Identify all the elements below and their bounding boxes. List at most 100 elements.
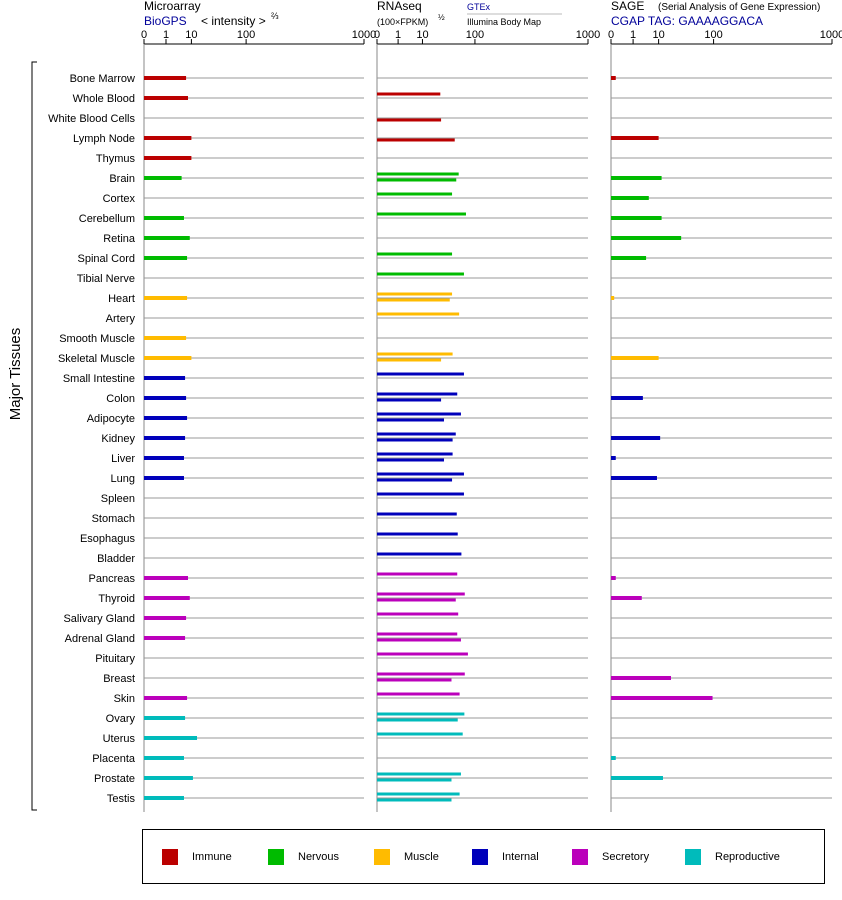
tissue-label: Spinal Cord [78,253,135,265]
microarray-bar [144,136,192,140]
tissue-label: Ovary [106,713,136,725]
tissue-label: Artery [106,313,136,325]
rnaseq_gtex-bar [377,412,461,416]
rnaseq_ibm-bar [377,298,450,302]
tissue-label: Skeletal Muscle [58,353,135,365]
legend-item: Secretory [572,849,649,865]
rnaseq_gtex-bar [377,632,458,636]
microarray-bar [144,176,182,180]
rnaseq_gtex-bar [377,532,458,536]
sage-title: SAGE [611,0,644,13]
tissue-label: Pituitary [95,653,135,665]
tissue-label: Whole Blood [73,93,135,105]
microarray-tick-label: 1 [163,29,169,41]
sage-tick-label: 0 [608,29,614,41]
rnaseq_gtex-bar [377,772,461,776]
microarray-bar [144,436,186,440]
tissue-label: Kidney [101,433,135,445]
tissue-label: Placenta [92,753,136,765]
legend-swatch [374,849,390,865]
tissue-label: Small Intestine [63,373,135,385]
tissue-label: Esophagus [80,533,136,545]
rnaseq_gtex-bar [377,92,441,96]
rnaseq_ibm-bar [377,118,442,122]
sage-tick-label: 100 [704,29,722,41]
tissue-label: Tibial Nerve [77,273,135,285]
tissue-label: Adipocyte [87,413,135,425]
microarray-bar [144,616,187,620]
rnaseq_gtex-bar [377,392,458,396]
sage-bar [611,676,671,680]
legend-label: Muscle [404,851,439,863]
rnaseq_gtex-bar [377,612,459,616]
rnaseq-legend-ibm: Illumina Body Map [467,17,541,27]
rnaseq_gtex-bar [377,672,465,676]
sage-bar [611,776,663,780]
rnaseq_gtex-bar [377,652,468,656]
sage-bar [611,296,615,300]
tissue-label: Lymph Node [73,133,135,145]
rnaseq_gtex-bar [377,472,464,476]
sage-bar [611,176,662,180]
tissue-label: Adrenal Gland [65,633,135,645]
legend-item: Muscle [374,849,439,865]
rnaseq_gtex-bar [377,712,465,716]
rnaseq-title: RNAseq [377,0,422,13]
rnaseq-tick-label: 1000 [576,29,600,41]
legend-label: Reproductive [715,851,780,863]
rnaseq_ibm-bar [377,798,452,802]
rnaseq_gtex-bar [377,272,464,276]
tissue-label: White Blood Cells [48,113,135,125]
tissue-label: Uterus [103,733,136,745]
tissue-label: Cerebellum [79,213,135,225]
legend: Immune Nervous Muscle Internal Secretory Repr… [142,829,825,884]
rnaseq_gtex-bar [377,432,456,436]
tissue-label: Bone Marrow [70,73,135,85]
rnaseq_gtex-bar [377,792,460,796]
legend-label: Nervous [298,851,339,863]
legend-item: Internal [472,849,539,865]
legend-item: Reproductive [685,849,780,865]
sage-bar [611,256,647,260]
tissue-label: Smooth Muscle [59,333,135,345]
sage-tick-label: 1000 [820,29,842,41]
rnaseq_ibm-bar [377,778,452,782]
rnaseq_gtex-bar [377,492,464,496]
sage-tick-label: 1 [630,29,636,41]
tissue-label: Thymus [96,153,136,165]
rnaseq_ibm-bar [377,478,453,482]
microarray-bar [144,396,187,400]
tissue-label: Spleen [101,493,135,505]
tissue-label: Liver [111,453,135,465]
microarray-bar [144,336,187,340]
microarray-bar [144,636,186,640]
microarray-bar [144,476,184,480]
tissue-label: Pancreas [89,573,136,585]
rnaseq_ibm-bar [377,438,453,442]
microarray-bar [144,156,192,160]
rnaseq-legend-gtex: GTEx [467,2,491,12]
rnaseq-subtitle-exp: ½ [438,13,445,22]
tissue-label: Heart [108,293,135,305]
microarray-tick-label: 0 [141,29,147,41]
rnaseq_gtex-bar [377,172,459,176]
tissue-label: Thyroid [98,593,135,605]
rnaseq_gtex-bar [377,372,464,376]
y-group-label: Major Tissues [7,328,24,421]
tissue-label: Brain [109,173,135,185]
rnaseq_ibm-bar [377,638,461,642]
rnaseq_gtex-bar [377,352,453,356]
microarray-axis-note: < intensity > [201,14,266,28]
rnaseq_ibm-bar [377,718,458,722]
rnaseq_ibm-bar [377,598,456,602]
legend-label: Internal [502,851,539,863]
rnaseq_ibm-bar [377,678,452,682]
microarray-bar [144,696,188,700]
tissue-label: Skin [114,693,135,705]
microarray-bar [144,256,188,260]
microarray-bar [144,756,184,760]
sage-tick-label: 10 [652,29,664,41]
microarray-tick-label: 100 [237,29,255,41]
microarray-bar [144,96,188,100]
